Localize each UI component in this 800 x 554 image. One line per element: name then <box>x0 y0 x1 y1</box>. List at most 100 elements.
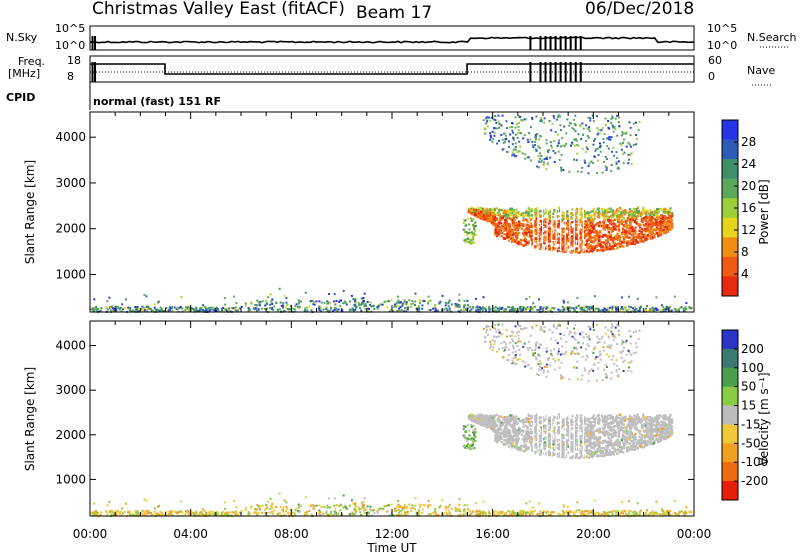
range-gate-cell <box>187 306 190 309</box>
range-gate-cell <box>671 214 674 217</box>
range-gate-cell <box>644 228 647 231</box>
range-gate-cell <box>624 306 627 309</box>
range-gate-cell <box>595 234 599 237</box>
range-gate-cell <box>662 306 665 309</box>
range-gate-cell <box>362 501 365 504</box>
range-gate-cell <box>590 240 593 243</box>
range-gate-cell <box>515 228 518 232</box>
range-gate-cell <box>355 301 358 304</box>
range-gate-cell <box>601 235 604 238</box>
range-gate-cell <box>549 232 552 235</box>
range-gate-cell <box>589 236 592 239</box>
range-gate-cell <box>306 513 309 516</box>
range-gate-cell <box>500 133 503 136</box>
range-gate-cell <box>514 142 517 145</box>
range-gate-cell <box>636 206 639 209</box>
range-gate-cell <box>644 209 647 212</box>
range-gate-cell <box>397 508 400 511</box>
range-gate-cell <box>649 309 652 312</box>
range-gate-cell <box>588 126 591 129</box>
range-gate-cell <box>373 512 376 515</box>
range-gate-cell <box>471 237 474 240</box>
range-gate-cell <box>348 300 351 303</box>
range-gate-cell <box>489 132 492 135</box>
range-gate-cell <box>337 512 340 515</box>
range-gate-cell <box>485 122 488 125</box>
range-gate-cell <box>472 223 475 226</box>
range-gate-cell <box>312 303 315 306</box>
range-gate-cell <box>376 307 379 310</box>
range-gate-cell <box>658 234 661 237</box>
range-gate-cell <box>590 160 593 163</box>
range-gate-cell <box>515 154 518 157</box>
range-gate-cell <box>275 301 278 304</box>
range-gate-cell <box>368 512 370 514</box>
range-gate-cell <box>576 247 579 250</box>
range-gate-cell <box>406 308 409 311</box>
range-gate-cell <box>574 218 577 221</box>
power-cbar-label: Power [dB] <box>757 179 771 244</box>
range-gate-cell <box>667 217 670 220</box>
range-gate-cell <box>513 308 516 310</box>
range-gate-cell <box>226 307 229 310</box>
range-gate-cell <box>524 228 527 231</box>
range-gate-cell <box>482 511 485 514</box>
range-gate-cell <box>493 134 496 137</box>
range-gate-cell <box>520 310 523 313</box>
range-gate-cell <box>634 215 637 218</box>
range-gate-cell <box>271 512 274 514</box>
range-gate-cell <box>602 222 605 225</box>
range-gate-cell <box>658 231 661 234</box>
range-gate-cell <box>601 210 604 213</box>
range-gate-cell <box>594 512 596 515</box>
range-gate-cell <box>522 216 525 219</box>
range-gate-cell <box>484 132 487 134</box>
range-gate-cell <box>597 223 600 226</box>
range-gate-cell <box>580 216 583 219</box>
range-gate-cell <box>594 210 597 213</box>
range-gate-cell <box>575 510 578 513</box>
range-gate-cell <box>405 507 408 510</box>
range-gate-cell <box>401 304 404 307</box>
range-gate-cell <box>215 306 218 309</box>
range-gate-cell <box>510 217 513 220</box>
range-gate-cell <box>613 228 616 231</box>
range-gate-cell <box>399 505 402 508</box>
range-gate-cell <box>610 121 613 124</box>
range-gate-cell <box>567 215 570 218</box>
colorbar-tick-label: 20 <box>741 179 756 193</box>
range-gate-cell <box>410 507 413 510</box>
range-gate-cell <box>474 224 477 227</box>
range-gate-cell <box>515 208 518 211</box>
range-gate-cell <box>376 510 379 513</box>
range-gate-cell <box>591 209 595 212</box>
range-gate-cell <box>353 303 356 306</box>
range-gate-cell <box>623 212 626 215</box>
range-gate-cell <box>333 300 336 303</box>
range-gate-cell <box>566 118 569 121</box>
range-gate-cell <box>284 514 287 517</box>
range-gate-cell <box>628 295 630 298</box>
range-gate-cell <box>168 307 171 310</box>
range-gate-cell <box>618 244 621 247</box>
range-gate-cell <box>542 223 545 226</box>
range-gate-cell <box>618 215 621 218</box>
range-gate-cell <box>383 300 386 303</box>
range-gate-cell <box>336 310 339 313</box>
range-gate-cell <box>418 503 421 506</box>
range-gate-cell <box>680 306 683 309</box>
range-gate-cell <box>573 513 576 516</box>
range-gate-cell <box>647 216 650 219</box>
range-gate-cell <box>354 503 357 506</box>
range-gate-cell <box>439 300 442 303</box>
range-gate-cell <box>304 308 307 311</box>
range-gate-cell <box>344 300 346 303</box>
range-gate-cell <box>579 218 582 221</box>
range-gate-cell <box>477 513 480 515</box>
range-gate-cell <box>168 306 171 309</box>
range-gate-cell <box>509 207 512 210</box>
range-gate-cell <box>498 139 501 142</box>
range-gate-cell <box>421 304 424 307</box>
colorbar-segment <box>722 217 738 238</box>
range-gate-cell <box>143 510 146 513</box>
